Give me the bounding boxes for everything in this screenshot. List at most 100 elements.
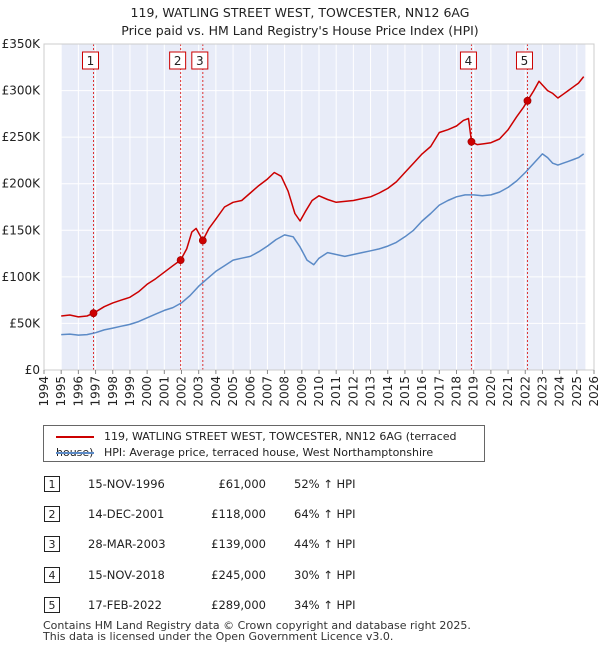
sale-marker-4 [467,137,476,146]
sale-hpi-change: 64% ↑ HPI [294,507,356,521]
table-row: 2 14-DEC-2001 £118,000 64% ↑ HPI [44,506,404,524]
property-series-line [61,76,585,318]
x-tick-label: 2005 [226,376,240,407]
sale-number-badge: 4 [44,567,60,583]
x-tick-label: 2021 [501,376,515,407]
grid [43,43,595,371]
sale-hpi-change: 34% ↑ HPI [294,598,356,612]
x-tick-label: 1998 [106,376,120,407]
hpi-series-line [61,153,585,336]
x-tick-label: 2020 [484,376,498,407]
legend-label-hpi: HPI: Average price, terraced house, West… [104,446,434,459]
x-tick-label: 2022 [518,376,532,407]
series-lines [61,76,585,336]
y-tick-label: £250K [2,130,42,144]
y-tick-label: £50K [9,316,41,330]
x-tick-label: 2017 [432,376,446,407]
sale-price: £118,000 [211,507,266,521]
x-tick-label: 2006 [243,376,257,407]
chart-subtitle: Price paid vs. HM Land Registry's House … [121,23,479,38]
x-tick-label: 1996 [71,376,85,407]
footer-licence: This data is licensed under the Open Gov… [43,630,394,643]
x-tick-label: 2015 [398,376,412,407]
sale-hpi-change: 44% ↑ HPI [294,537,356,551]
legend-swatch-hpi [56,452,94,454]
x-axis: 1994 1995 1996 1997 1998 1999 2000 2001 2002 2003… [37,370,600,407]
sale-markers [89,96,532,318]
sale-price: £61,000 [218,477,266,491]
x-tick-label: 2009 [295,376,309,407]
x-tick-label: 2002 [175,376,189,407]
x-tick-label: 2023 [535,376,549,407]
y-axis: £0 £50K £100K £150K £200K £250K £300K £350K [2,37,42,377]
y-tick-label: £300K [2,84,42,98]
sale-hpi-change: 52% ↑ HPI [294,477,356,491]
x-tick-label: 2000 [140,376,154,407]
legend: 119, WATLING STREET WEST, TOWCESTER, NN1… [43,425,485,462]
y-tick-label: £350K [2,37,42,51]
sale-label-box-1 [82,51,99,70]
sale-marker-5 [523,96,532,105]
x-tick-label: 2014 [381,376,395,407]
x-tick-label: 2026 [587,376,600,407]
footer-copyright: Contains HM Land Registry data © Crown c… [43,619,471,632]
table-row: 3 28-MAR-2003 £139,000 44% ↑ HPI [44,536,404,554]
x-tick-label: 2018 [450,376,464,407]
sale-price: £139,000 [211,537,266,551]
x-tick-label: 2004 [209,376,223,407]
table-row: 5 17-FEB-2022 £289,000 34% ↑ HPI [44,597,404,615]
x-tick-label: 2012 [346,376,360,407]
y-tick-label: £100K [2,270,42,284]
sale-label-5: 5 [521,54,529,68]
sale-price: £245,000 [211,568,266,582]
x-tick-label: 2016 [415,376,429,407]
footer: Contains HM Land Registry data © Crown c… [43,620,471,642]
sale-marker-1 [89,309,98,318]
x-tick-label: 2008 [278,376,292,407]
x-tick-label: 1999 [123,376,137,407]
sale-date: 15-NOV-1996 [88,477,165,491]
plot-shaded-region [61,44,586,370]
sale-label-1: 1 [87,54,95,68]
x-tick-label: 2007 [260,376,274,407]
sale-label-box-3 [191,51,209,70]
table-row: 1 15-NOV-1996 £61,000 52% ↑ HPI [44,476,404,494]
legend-swatch-property [56,436,94,438]
x-tick-label: 2019 [467,376,481,407]
sale-label-box-4 [459,51,477,70]
legend-item-hpi: HPI: Average price, terraced house, West… [56,445,433,461]
sale-date: 28-MAR-2003 [88,537,166,551]
sale-date: 15-NOV-2018 [88,568,165,582]
x-tick-label: 2003 [192,376,206,407]
sale-label-3: 3 [196,54,204,68]
y-tick-label: £0 [25,363,40,377]
legend-item-property: 119, WATLING STREET WEST, TOWCESTER, NN1… [56,429,484,459]
x-tick-label: 2013 [364,376,378,407]
sale-number-badge: 3 [44,536,60,552]
x-tick-label: 2001 [157,376,171,407]
sale-number-badge: 2 [44,506,60,522]
x-tick-label: 2011 [329,376,343,407]
sale-date: 14-DEC-2001 [88,507,165,521]
x-tick-label: 1995 [54,376,68,407]
sale-label-2: 2 [174,54,182,68]
sale-label-4: 4 [465,54,473,68]
sale-marker-3 [198,236,207,245]
x-tick-label: 2024 [553,376,567,407]
chart-title-block: 119, WATLING STREET WEST, TOWCESTER, NN1… [0,4,600,40]
x-tick-label: 2025 [570,376,584,407]
y-tick-label: £200K [2,177,42,191]
sale-label-box-2 [169,51,187,70]
sale-label-box-5 [515,51,533,70]
sale-price: £289,000 [211,598,266,612]
x-tick-label: 2010 [312,376,326,407]
chart-title: 119, WATLING STREET WEST, TOWCESTER, NN1… [130,5,470,20]
x-tick-label: 1994 [37,376,51,407]
sale-number-badge: 5 [44,597,60,613]
table-row: 4 15-NOV-2018 £245,000 30% ↑ HPI [44,567,404,585]
sale-date: 17-FEB-2022 [88,598,162,612]
y-tick-label: £150K [2,223,42,237]
x-tick-label: 1997 [89,376,103,407]
